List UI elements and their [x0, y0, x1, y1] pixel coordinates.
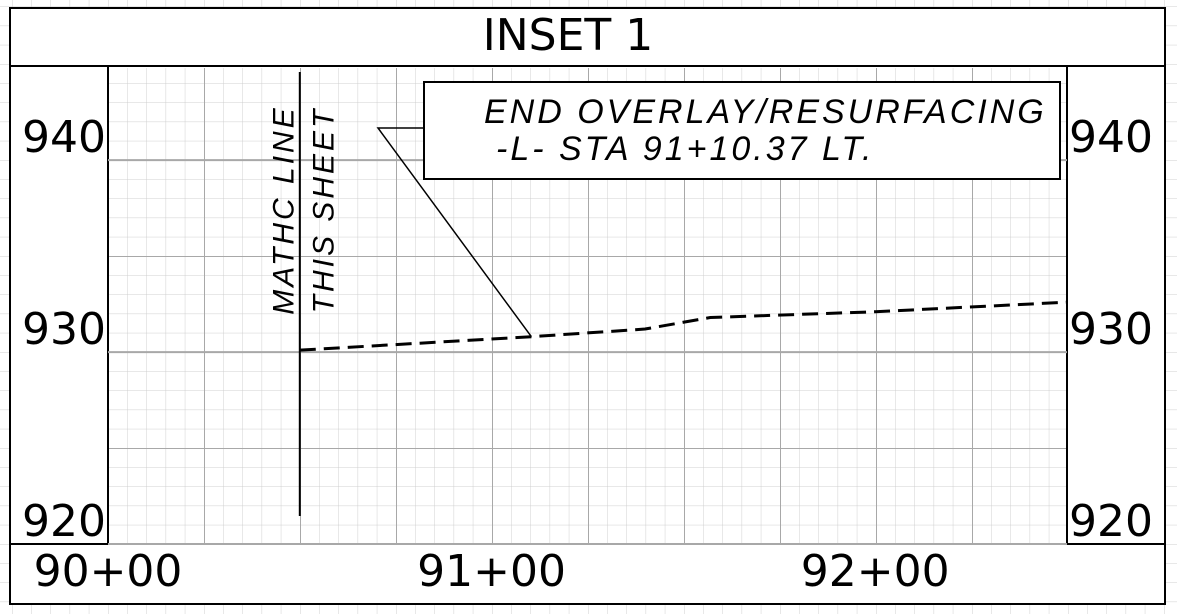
y-tick-label: 920 [22, 496, 106, 547]
x-tick-label: 91+00 [417, 546, 566, 597]
y-tick-label: 940 [22, 112, 106, 163]
leader-line [376, 127, 532, 338]
y-tick-label-right: 930 [1069, 304, 1153, 355]
callout-text: -L- STA 91+10.37 LT. [496, 130, 874, 168]
profile-line [299, 300, 1068, 352]
x-tick-label: 92+00 [801, 546, 950, 597]
y-tick-label-right: 940 [1069, 112, 1153, 163]
callout-text: END OVERLAY/RESURFACING [484, 93, 1047, 131]
chart-title: INSET 1 [483, 10, 653, 61]
x-tick-label: 90+00 [34, 546, 183, 597]
callout-box [423, 81, 1061, 180]
y-tick-label-right: 920 [1069, 496, 1153, 547]
match-line-label: MATHC LINE [268, 105, 301, 314]
match-line-label: THIS SHEET [308, 107, 341, 314]
y-tick-label: 930 [22, 304, 106, 355]
